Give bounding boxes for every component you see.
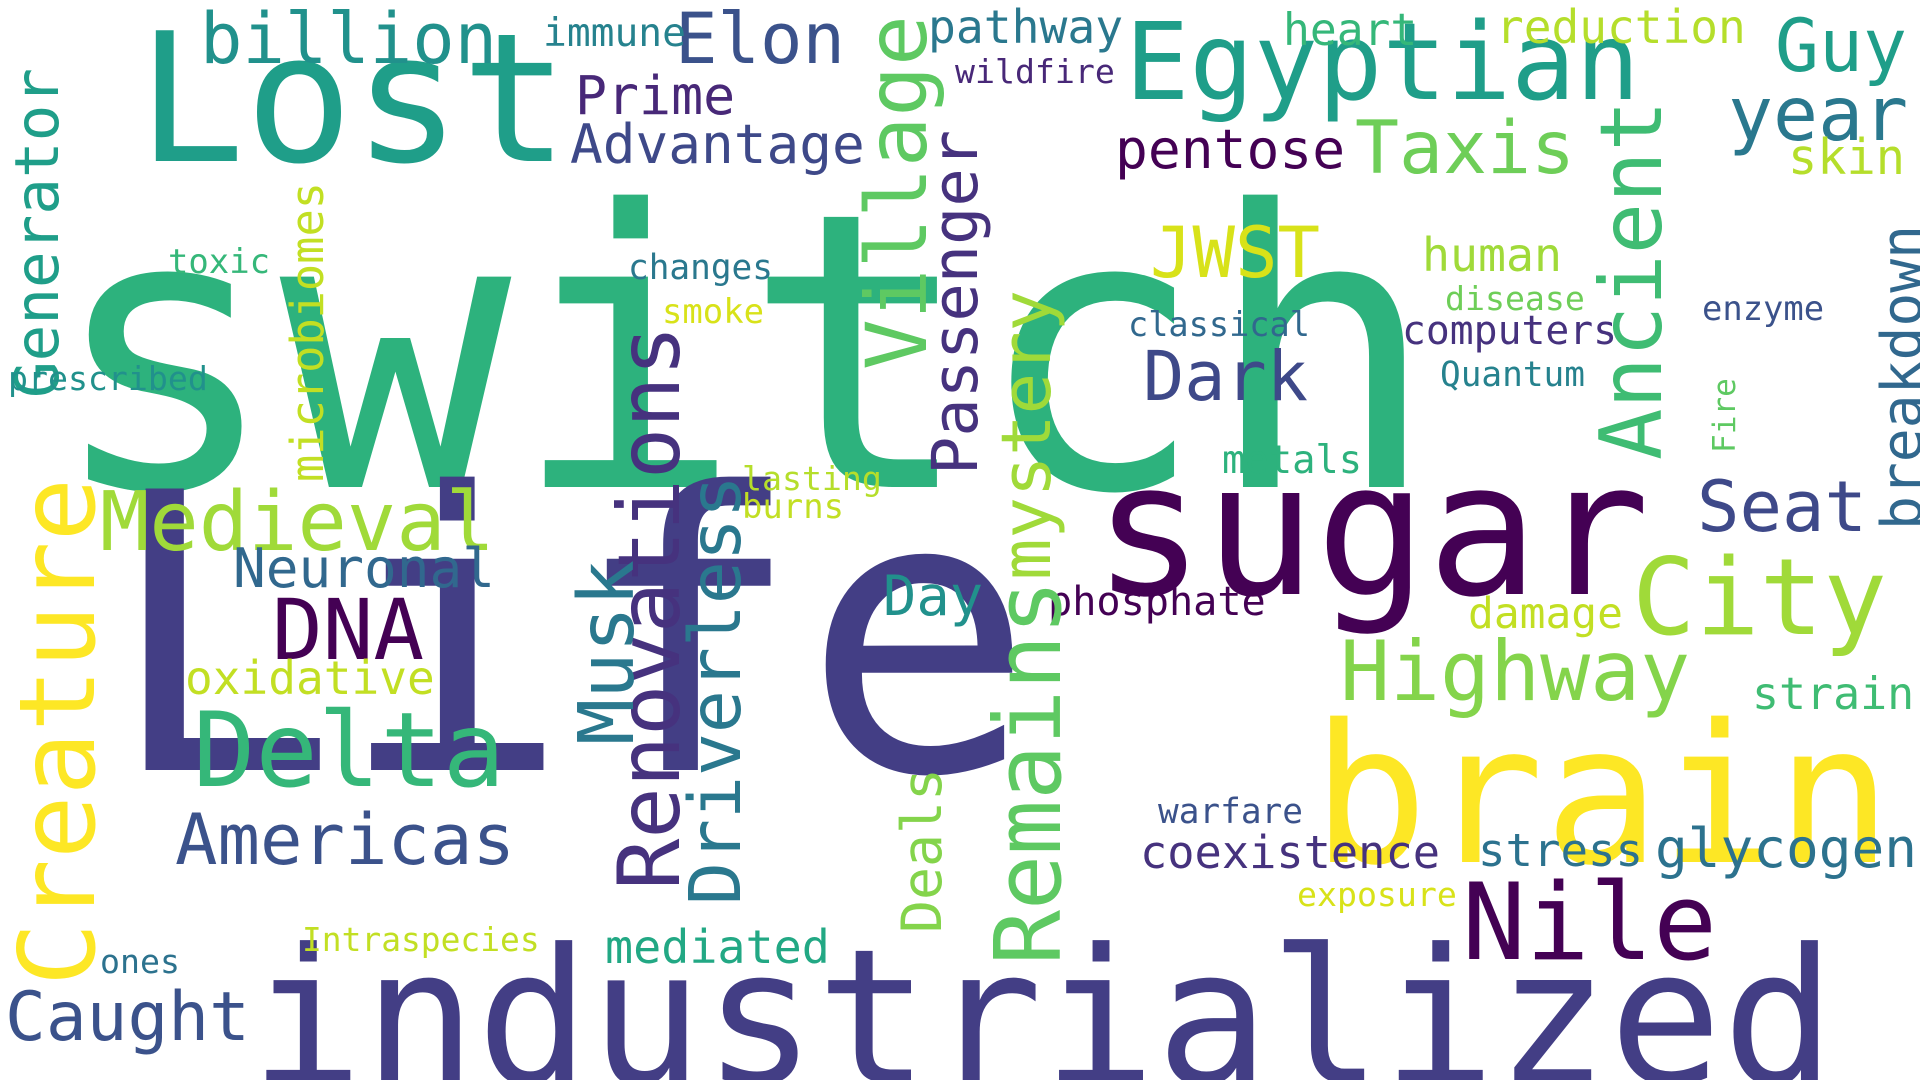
word-creature: Creature	[0, 477, 119, 986]
word-industrialized: industrialized	[250, 909, 1836, 1080]
word-driverless: Driverless	[674, 475, 757, 905]
word-smoke: smoke	[662, 292, 765, 331]
word-disease: disease	[1445, 279, 1585, 318]
word-taxis: Taxis	[1355, 106, 1576, 191]
word-prime: Prime	[575, 65, 736, 127]
word-microbiomes: microbiomes	[281, 182, 334, 482]
word-oxidative: oxidative	[185, 651, 435, 705]
word-prescribed: prescribed	[8, 359, 208, 398]
word-strain: strain	[1752, 667, 1915, 720]
word-americas: Americas	[175, 798, 516, 881]
word-highway: Highway	[1340, 623, 1691, 720]
word-sugar: sugar	[1093, 422, 1650, 638]
word-breakdown: breakdown	[1870, 224, 1920, 530]
word-neuronal: Neuronal	[233, 537, 495, 600]
word-musk: Musk	[563, 560, 652, 745]
word-life: Life	[105, 413, 1036, 862]
word-reduction: reduction	[1496, 0, 1746, 54]
word-seat: Seat	[1697, 465, 1868, 548]
word-burns: burns	[742, 487, 845, 526]
word-fire: Fire	[1707, 378, 1743, 453]
word-computers: computers	[1402, 308, 1618, 354]
word-mediated: mediated	[605, 921, 830, 975]
word-exposure: exposure	[1297, 875, 1457, 914]
word-year: year	[1728, 71, 1909, 158]
word-heart: heart	[1283, 4, 1418, 56]
word-warfare: warfare	[1158, 792, 1303, 832]
word-medieval: Medieval	[100, 475, 495, 570]
word-classical: classical	[1128, 305, 1310, 344]
word-immune: immune	[543, 10, 686, 56]
word-jwst: JWST	[1150, 211, 1321, 294]
word-dna: DNA	[272, 581, 425, 679]
word-mystery: mystery	[987, 290, 1067, 580]
word-damage: damage	[1468, 589, 1623, 639]
word-switch: switch	[48, 130, 1439, 578]
word-ancient: Ancient	[1583, 100, 1682, 460]
word-brain: brain	[1312, 684, 1893, 908]
word-enzyme: enzyme	[1702, 289, 1825, 328]
word-quantum: Quantum	[1440, 355, 1585, 395]
word-billion: billion	[200, 0, 498, 80]
word-remains: Remains	[975, 579, 1082, 965]
word-guy: Guy	[1775, 4, 1908, 89]
word-toxic: toxic	[168, 242, 271, 281]
word-ones: ones	[100, 942, 180, 981]
word-pentose: pentose	[1115, 117, 1346, 181]
word-coexistence: coexistence	[1140, 826, 1440, 879]
word-elon: Elon	[675, 0, 846, 80]
word-pathway: pathway	[928, 0, 1124, 54]
word-nile: Nile	[1462, 861, 1718, 984]
word-advantage: Advantage	[570, 113, 865, 176]
word-lost: Lost	[137, 0, 570, 204]
word-phosphate: phosphate	[1048, 579, 1266, 625]
word-changes: changes	[628, 248, 773, 288]
word-human: human	[1422, 228, 1562, 282]
word-caught: Caught	[5, 977, 250, 1056]
word-delta: Delta	[193, 691, 506, 811]
word-day: Day	[883, 565, 984, 629]
word-skin: skin	[1788, 130, 1906, 186]
word-deals: Deals	[890, 768, 954, 933]
word-lasting: lasting	[742, 459, 882, 498]
word-stress: stress	[1478, 824, 1644, 877]
word-city: City	[1632, 536, 1888, 659]
word-dark: Dark	[1143, 337, 1308, 417]
word-intraspecies: Intraspecies	[302, 920, 540, 959]
word-egyptian: Egyptian	[1125, 1, 1640, 125]
word-glycogen: glycogen	[1655, 817, 1917, 880]
word-passenger: Passenger	[919, 129, 993, 475]
word-metals: metals	[1222, 438, 1363, 483]
word-generator: Generator	[2, 68, 73, 398]
word-wildfire: wildfire	[955, 52, 1115, 91]
